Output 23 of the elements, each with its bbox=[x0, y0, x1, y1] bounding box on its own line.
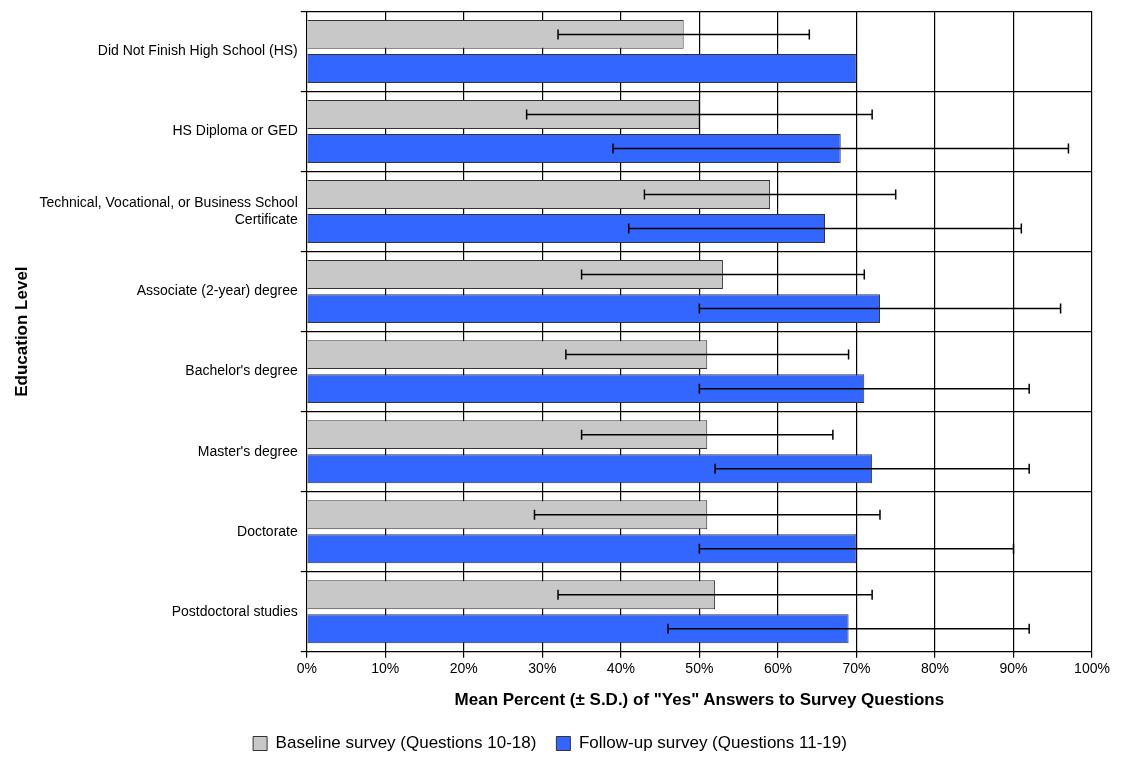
y-tick-label: Doctorate bbox=[237, 522, 298, 539]
x-tick-label: 20% bbox=[449, 660, 478, 677]
y-tick-label: Postdoctoral studies bbox=[171, 602, 298, 619]
y-axis-title: Education Level bbox=[11, 266, 31, 397]
y-tick-label: Technical, Vocational, or Business School Certificate bbox=[39, 193, 298, 227]
x-tick-label: 10% bbox=[371, 660, 400, 677]
y-tick-label: Master's degree bbox=[197, 442, 298, 459]
x-tick-label: 30% bbox=[528, 660, 557, 677]
x-tick-label: 100% bbox=[1074, 660, 1110, 677]
legend-label: Baseline survey (Questions 10-18) bbox=[275, 733, 537, 753]
x-tick-label: 70% bbox=[842, 660, 871, 677]
legend-label: Follow-up survey (Questions 11-19) bbox=[578, 733, 847, 753]
x-tick-label: 50% bbox=[685, 660, 714, 677]
y-tick-label: Associate (2-year) degree bbox=[136, 282, 298, 299]
x-tick-label: 0% bbox=[296, 660, 317, 677]
x-axis-title: Mean Percent (± S.D.) of "Yes" Answers to Survey Questions bbox=[454, 690, 945, 710]
y-tick-label: Bachelor's degree bbox=[185, 362, 298, 379]
y-tick-label: Did Not Finish High School (HS) bbox=[97, 42, 298, 59]
y-tick-label: HS Diploma or GED bbox=[172, 122, 298, 139]
x-tick-label: 90% bbox=[999, 660, 1028, 677]
x-tick-label: 40% bbox=[606, 660, 635, 677]
x-tick-label: 80% bbox=[920, 660, 949, 677]
x-tick-label: 60% bbox=[763, 660, 792, 677]
